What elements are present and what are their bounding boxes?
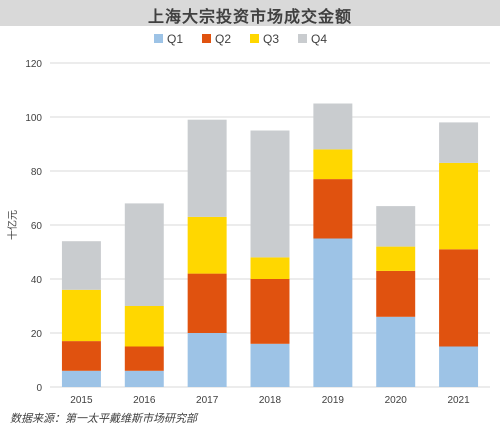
bar-segment-q1-2021 [439, 346, 479, 387]
x-tick-label: 2017 [196, 395, 219, 406]
bar-segment-q3-2015 [61, 289, 101, 342]
x-tick-label: 2018 [259, 395, 282, 406]
x-tick-label: 2016 [133, 395, 156, 406]
bar-segment-q3-2020 [376, 246, 416, 271]
bar-segment-q1-2015 [61, 370, 101, 387]
bar-segment-q3-2017 [187, 216, 227, 274]
y-tick-label: 60 [31, 221, 43, 232]
bar-segment-q4-2016 [124, 203, 164, 306]
title-bar [0, 0, 500, 26]
bar-segment-q3-2021 [439, 162, 479, 250]
y-tick-label: 80 [31, 167, 43, 178]
bar-segment-q4-2018 [250, 130, 290, 258]
bar-segment-q2-2018 [250, 279, 290, 344]
bar-segment-q4-2019 [313, 103, 353, 150]
legend-label-q2: Q2 [215, 32, 231, 46]
bar-segment-q1-2020 [376, 316, 416, 387]
bar-segment-q2-2020 [376, 270, 416, 317]
legend-label-q1: Q1 [167, 32, 183, 46]
bar-segment-q3-2016 [124, 306, 164, 347]
bar-segment-q2-2015 [61, 341, 101, 371]
bar-segment-q2-2016 [124, 346, 164, 371]
bar-segment-q3-2019 [313, 149, 353, 180]
bar-segment-q2-2021 [439, 249, 479, 347]
bar-segment-q2-2017 [187, 273, 227, 333]
y-axis-label: 十亿元 [6, 210, 19, 240]
x-tick-label: 2021 [447, 395, 470, 406]
legend-label-q4: Q4 [311, 32, 327, 46]
source-note: 数据来源：第一太平戴维斯市场研究部 [10, 412, 197, 425]
legend-swatch-q4 [298, 34, 307, 43]
legend-swatch-q3 [250, 34, 259, 43]
y-tick-label: 20 [31, 329, 43, 340]
legend-swatch-q2 [202, 34, 211, 43]
chart-title: 上海大宗投资市场成交金额 [147, 7, 352, 26]
legend-label-q3: Q3 [263, 32, 279, 46]
bar-segment-q2-2019 [313, 179, 353, 239]
bar-segment-q3-2018 [250, 257, 290, 279]
bar-segment-q1-2019 [313, 238, 353, 387]
x-tick-label: 2020 [385, 395, 408, 406]
bar-segment-q4-2021 [439, 122, 479, 163]
x-tick-label: 2019 [322, 395, 345, 406]
x-tick-label: 2015 [70, 395, 93, 406]
y-tick-label: 0 [36, 383, 42, 394]
y-tick-label: 40 [31, 275, 43, 286]
y-tick-label: 100 [25, 113, 42, 124]
bar-segment-q4-2015 [61, 241, 101, 290]
bar-segment-q1-2016 [124, 370, 164, 387]
y-tick-label: 120 [25, 59, 42, 70]
bar-segment-q1-2018 [250, 343, 290, 387]
bar-segment-q4-2020 [376, 206, 416, 247]
bar-segment-q1-2017 [187, 333, 227, 387]
bar-segment-q4-2017 [187, 119, 227, 217]
legend-swatch-q1 [154, 34, 163, 43]
